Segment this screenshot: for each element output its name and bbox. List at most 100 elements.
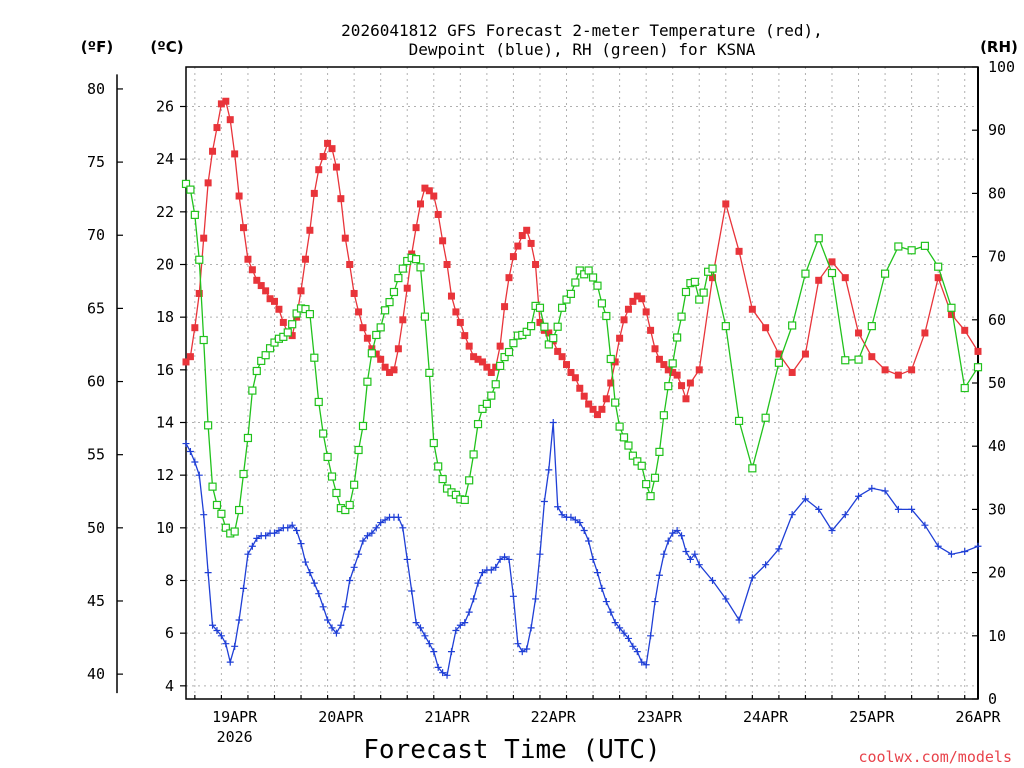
temperature-point bbox=[346, 261, 354, 268]
rh-point bbox=[248, 386, 257, 395]
rh-point bbox=[549, 334, 558, 343]
dewpoint-point bbox=[616, 624, 624, 632]
rh-tick-label: 60 bbox=[988, 311, 1006, 329]
rh-point bbox=[195, 255, 204, 264]
rh-point bbox=[465, 476, 474, 485]
temperature-point bbox=[244, 255, 252, 263]
fahrenheit-tick-label: 45 bbox=[87, 592, 105, 610]
rh-point bbox=[597, 299, 607, 308]
rh-tick-label: 50 bbox=[988, 374, 1006, 392]
rh-point bbox=[695, 295, 704, 304]
dewpoint-point bbox=[691, 550, 699, 558]
dewpoint-point bbox=[439, 669, 447, 677]
temperature-point bbox=[505, 274, 513, 282]
source-credit: coolwx.com/models bbox=[858, 748, 1012, 766]
temperature-point bbox=[275, 305, 283, 313]
rh-point bbox=[354, 445, 363, 455]
dewpoint-point bbox=[284, 524, 292, 532]
temperature-point bbox=[611, 358, 619, 366]
temperature-point bbox=[735, 247, 743, 255]
dewpoint-point bbox=[841, 511, 849, 519]
temperature-point bbox=[664, 366, 672, 374]
temperature-point bbox=[465, 342, 473, 350]
rh-point bbox=[655, 447, 664, 456]
dewpoint-point bbox=[248, 542, 256, 550]
rh-point bbox=[947, 303, 956, 312]
fahrenheit-tick-label: 65 bbox=[87, 299, 105, 317]
temperature-point bbox=[240, 224, 248, 232]
rh-point bbox=[310, 353, 319, 362]
rh-point bbox=[389, 287, 399, 297]
temperature-point bbox=[399, 316, 407, 324]
dewpoint-point bbox=[350, 563, 358, 571]
dewpoint-point bbox=[355, 550, 363, 558]
temperature-point bbox=[253, 276, 261, 284]
temperature-point bbox=[974, 347, 982, 355]
rh-point bbox=[934, 262, 943, 271]
temperature-point bbox=[288, 332, 296, 340]
temperature-point bbox=[270, 297, 278, 305]
dewpoint-point bbox=[270, 529, 278, 537]
temperature-point bbox=[629, 297, 637, 305]
rh-point bbox=[628, 451, 637, 460]
rh-point bbox=[646, 492, 655, 501]
rh-point bbox=[721, 322, 730, 331]
rh-point bbox=[473, 419, 483, 429]
dewpoint-point bbox=[620, 629, 628, 637]
rh-point bbox=[327, 472, 337, 481]
dewpoint-point bbox=[678, 532, 686, 540]
temperature-point bbox=[359, 324, 367, 332]
temperature-point bbox=[580, 392, 588, 400]
temperature-point bbox=[310, 189, 318, 197]
dewpoint-point bbox=[456, 621, 464, 629]
fahrenheit-tick-label: 55 bbox=[87, 446, 105, 464]
temperature-point bbox=[686, 379, 694, 387]
dewpoint-point bbox=[602, 598, 610, 606]
temperature-point bbox=[678, 382, 686, 390]
temperature-point bbox=[487, 368, 495, 376]
dewpoint-point bbox=[611, 619, 619, 627]
dewpoint-point bbox=[235, 616, 243, 624]
rh-point bbox=[867, 322, 876, 331]
temperature-point bbox=[589, 405, 597, 413]
rh-point bbox=[827, 268, 837, 278]
celsius-tick-label: 26 bbox=[156, 98, 174, 116]
temperature-point bbox=[762, 324, 770, 332]
dewpoint-point bbox=[496, 555, 504, 563]
dewpoint-point bbox=[651, 598, 659, 606]
rh-point bbox=[748, 464, 757, 473]
dewpoint-point bbox=[209, 621, 217, 629]
rh-point bbox=[615, 422, 624, 431]
rh-point bbox=[973, 363, 983, 372]
temperature-point bbox=[660, 361, 668, 369]
data-series bbox=[181, 97, 983, 679]
dewpoint-point bbox=[470, 595, 478, 603]
dewpoint-point bbox=[664, 537, 672, 545]
temperature-point bbox=[461, 332, 469, 340]
rh-point bbox=[358, 421, 368, 431]
rh-point bbox=[257, 356, 266, 365]
dewpoint-point bbox=[868, 484, 876, 492]
dewpoint-point bbox=[434, 663, 442, 671]
temperature-point bbox=[620, 316, 628, 324]
rh-point bbox=[292, 309, 301, 318]
dewpoint-point bbox=[934, 542, 942, 550]
temperature-point bbox=[368, 345, 376, 353]
fahrenheit-axis-unit: (ºF) bbox=[81, 38, 113, 56]
dewpoint-point bbox=[403, 555, 411, 563]
temperature-point bbox=[788, 368, 796, 376]
dewpoint-point bbox=[673, 526, 681, 534]
dewpoint-point bbox=[399, 524, 407, 532]
dewpoint-point bbox=[908, 505, 916, 513]
temperature-point bbox=[217, 100, 225, 108]
temperature-point bbox=[434, 210, 442, 218]
dewpoint-point bbox=[554, 503, 562, 511]
gridlines bbox=[186, 67, 978, 699]
rh-point bbox=[814, 234, 823, 243]
dewpoint-point bbox=[585, 537, 593, 545]
dewpoint-point bbox=[372, 524, 380, 532]
celsius-tick-label: 10 bbox=[156, 519, 174, 537]
temperature-point bbox=[633, 292, 641, 300]
rh-point bbox=[774, 358, 783, 367]
